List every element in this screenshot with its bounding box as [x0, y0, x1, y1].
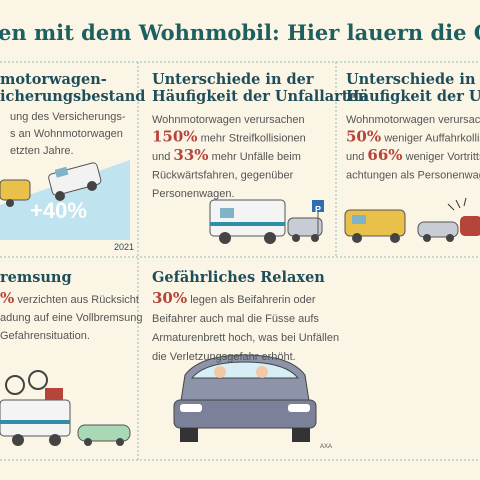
text-segment: Personenwagen. [152, 188, 235, 200]
highlight-number: 30% [152, 289, 187, 307]
body-line: etzten Jahre. [10, 145, 74, 157]
highlight-number: 50% [346, 128, 381, 146]
text-segment: Beifahrer auch mal die Füsse aufs [152, 313, 319, 325]
body-line: 50% weniger Auffahrkollisi [346, 128, 480, 146]
panel-heading: Gefährliches Relaxen [152, 269, 325, 286]
illustration [173, 354, 317, 442]
text-segment: mehr Streifkollisionen [198, 133, 306, 145]
body-line: und 33% mehr Unfälle beim [152, 146, 301, 164]
body-line: und 66% weniger Vortrittsm [346, 146, 480, 164]
panel-heading: remsung [0, 269, 72, 286]
highlight-number: 150% [152, 128, 198, 146]
text-segment: Wohnmotorwagen verursachen [152, 114, 305, 126]
text-segment: weniger Auffahrkollisi [381, 133, 480, 145]
text-segment: und [152, 151, 173, 163]
body-line: Wohnmotorwagen verursache [346, 114, 480, 126]
text-segment: und [346, 151, 367, 163]
text-segment: verzichten aus Rücksicht [14, 294, 139, 306]
body-line: % verzichten aus Rücksicht [0, 289, 139, 307]
text-segment: adung auf eine Vollbremsung [0, 312, 143, 324]
panel-heading: Unterschiede in der [346, 71, 480, 88]
panel-heading: Häufigkeit der Unfall [346, 88, 480, 105]
credit: AXA [320, 444, 332, 450]
text-segment: mehr Unfälle beim [209, 151, 301, 163]
panel-heading: Häufigkeit der Unfallarten [152, 88, 369, 105]
title: en mit dem Wohnmobil: Hier lauern die Ge… [0, 20, 480, 45]
highlight-number: 66% [367, 146, 402, 164]
text-segment: die Verletzungsgefahr erhöht. [152, 351, 296, 363]
body-line: ung des Versicherungs- [10, 111, 126, 123]
year: 2021 [114, 242, 134, 252]
panel-heading: motorwagen- [0, 71, 107, 88]
panel-heading: Unterschiede in der [152, 71, 314, 88]
highlight-number: % [0, 289, 14, 307]
body-line: Personenwagen. [152, 188, 235, 200]
body-line: Armaturenbrett hoch, was bei Unfällen [152, 332, 339, 344]
illustration [209, 199, 324, 244]
highlight-number: 33% [173, 146, 208, 164]
text-segment: Armaturenbrett hoch, was bei Unfällen [152, 332, 339, 344]
body-line: Beifahrer auch mal die Füsse aufs [152, 313, 319, 325]
body-line: Gefahrensituation. [0, 330, 90, 342]
body-line: Rückwärtsfahren, gegenüber [152, 170, 294, 182]
body-line: 150% mehr Streifkollisionen [152, 128, 306, 146]
body-line: Wohnmotorwagen verursachen [152, 114, 305, 126]
text-segment: Rückwärtsfahren, gegenüber [152, 170, 294, 182]
body-line: adung auf eine Vollbremsung [0, 312, 143, 324]
text-segment: legen als Beifahrerin oder [187, 294, 316, 306]
parking-sign: P [315, 204, 321, 214]
text-segment: Wohnmotorwagen verursache [346, 114, 480, 126]
body-line: die Verletzungsgefahr erhöht. [152, 351, 296, 363]
illustration [344, 197, 480, 243]
body-line: achtungen als Personenwagen [346, 170, 480, 182]
body-line: s an Wohnmotorwagen [10, 128, 123, 140]
body-line: 30% legen als Beifahrerin oder [152, 289, 316, 307]
illustration [0, 160, 130, 240]
panel-heading: icherungsbestand [0, 88, 145, 105]
figure: +40% [30, 198, 87, 223]
text-segment: weniger Vortrittsm [403, 151, 480, 163]
text-segment: Gefahrensituation. [0, 330, 90, 342]
illustration [0, 370, 131, 446]
text-segment: achtungen als Personenwagen [346, 170, 480, 182]
